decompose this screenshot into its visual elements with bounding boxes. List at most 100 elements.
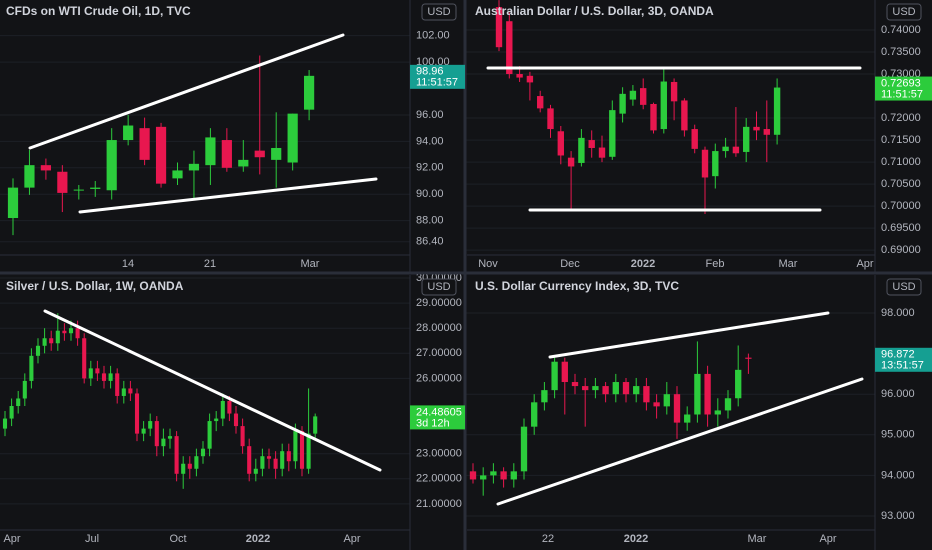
candle-body [510,471,517,480]
trend-line [548,311,830,359]
candle-body [134,393,140,434]
currency-badge[interactable] [886,278,922,296]
candle-body [622,382,630,395]
currency-label[interactable]: USD [892,6,915,18]
candle-body [148,421,153,429]
candle-body [205,137,216,166]
candle-body [254,150,265,158]
x-tick-label: 21 [204,258,216,270]
candle-body [16,398,21,407]
candle-body [619,93,626,114]
candle-body [82,338,87,379]
candle-body [633,386,640,395]
candle-body [582,386,589,391]
y-tick-label: 93.000 [881,510,915,522]
candle-body [724,398,732,411]
price-label-value: 0.72693 [881,77,921,89]
candle-body [571,382,579,387]
candle-body [490,471,497,476]
candle-body [735,369,742,399]
candle-body [29,355,34,381]
candle-body [304,75,315,110]
currency-badge[interactable] [421,278,457,296]
candle-body [207,421,212,449]
x-tick-label: Nov [478,258,498,270]
currency-badge[interactable] [886,3,922,21]
x-tick-label: 2022 [631,258,655,270]
candle-body [101,373,107,381]
y-tick-label: 98.000 [881,307,915,319]
currency-badge[interactable] [421,3,457,21]
candle-body [271,147,282,160]
trend-line [78,177,378,214]
price-label-value: 96.872 [881,349,915,361]
y-tick-label: 96.000 [881,388,915,400]
candle-body [266,456,272,459]
chart-title: CFDs on WTI Crude Oil, 1D, TVC [6,4,191,18]
y-tick-label: 96.00 [416,109,444,121]
y-tick-label: 0.69000 [881,244,921,256]
candle-body [691,129,698,149]
candle-body [108,373,113,381]
y-tick-label: 0.74000 [881,24,921,36]
x-tick-label: 14 [122,258,134,270]
candle-body [88,368,93,379]
x-tick-label: Oct [169,533,186,545]
candle-body [49,338,54,344]
candle-body [643,386,650,403]
candle-body [128,388,133,394]
candle-body [174,436,179,474]
candle-body [167,436,173,439]
x-tick-label: Apr [819,533,836,545]
price-label-value: 24.48605 [416,406,462,418]
candle-body [181,463,186,474]
y-tick-label: 86.40 [416,236,444,248]
candle-body [732,146,740,154]
y-tick-label: 29.00000 [416,297,462,309]
candle-body [520,426,528,472]
candle-body [121,388,126,396]
trend-line [43,309,382,472]
candle-body [141,428,146,434]
candle-body [531,402,538,427]
candle-body [293,431,298,462]
candle-body [247,446,252,474]
candle-body [592,386,599,391]
chart-panel [465,312,875,517]
candle-body [745,357,752,359]
candle-body [547,108,554,130]
currency-label[interactable]: USD [427,6,450,18]
candle-body [306,433,311,469]
candle-body [75,328,80,339]
price-label-countdown: 3d 12h [416,417,450,429]
candle-body [286,451,291,462]
candle-body [694,373,701,415]
candle-body [653,402,660,407]
candle-body [154,421,159,447]
chart-title: U.S. Dollar Currency Index, 3D, TVC [475,279,679,293]
trend-line [28,33,345,150]
candle-body [598,147,606,158]
candle-body [551,361,558,391]
y-tick-label: 0.71000 [881,156,921,168]
currency-label[interactable]: USD [892,281,915,293]
chart-title: Silver / U.S. Dollar, 1W, OANDA [6,279,184,293]
candle-body [602,386,609,395]
candle-body [495,7,503,48]
x-tick-label: Jul [85,533,99,545]
candle-body [68,328,74,334]
candle-body [506,21,513,75]
price-label-countdown: 11:51:57 [881,88,923,100]
candle-body [763,129,770,135]
price-label-value: 98.96 [416,66,444,78]
y-tick-label: 22.00000 [416,473,462,485]
currency-label[interactable]: USD [427,281,450,293]
candle-body [629,90,637,100]
candle-body [753,126,760,131]
candle-body [663,394,670,407]
candle-body [743,126,750,152]
candle-body [90,187,101,189]
chart-panel [0,277,410,505]
y-tick-label: 0.69500 [881,222,921,234]
